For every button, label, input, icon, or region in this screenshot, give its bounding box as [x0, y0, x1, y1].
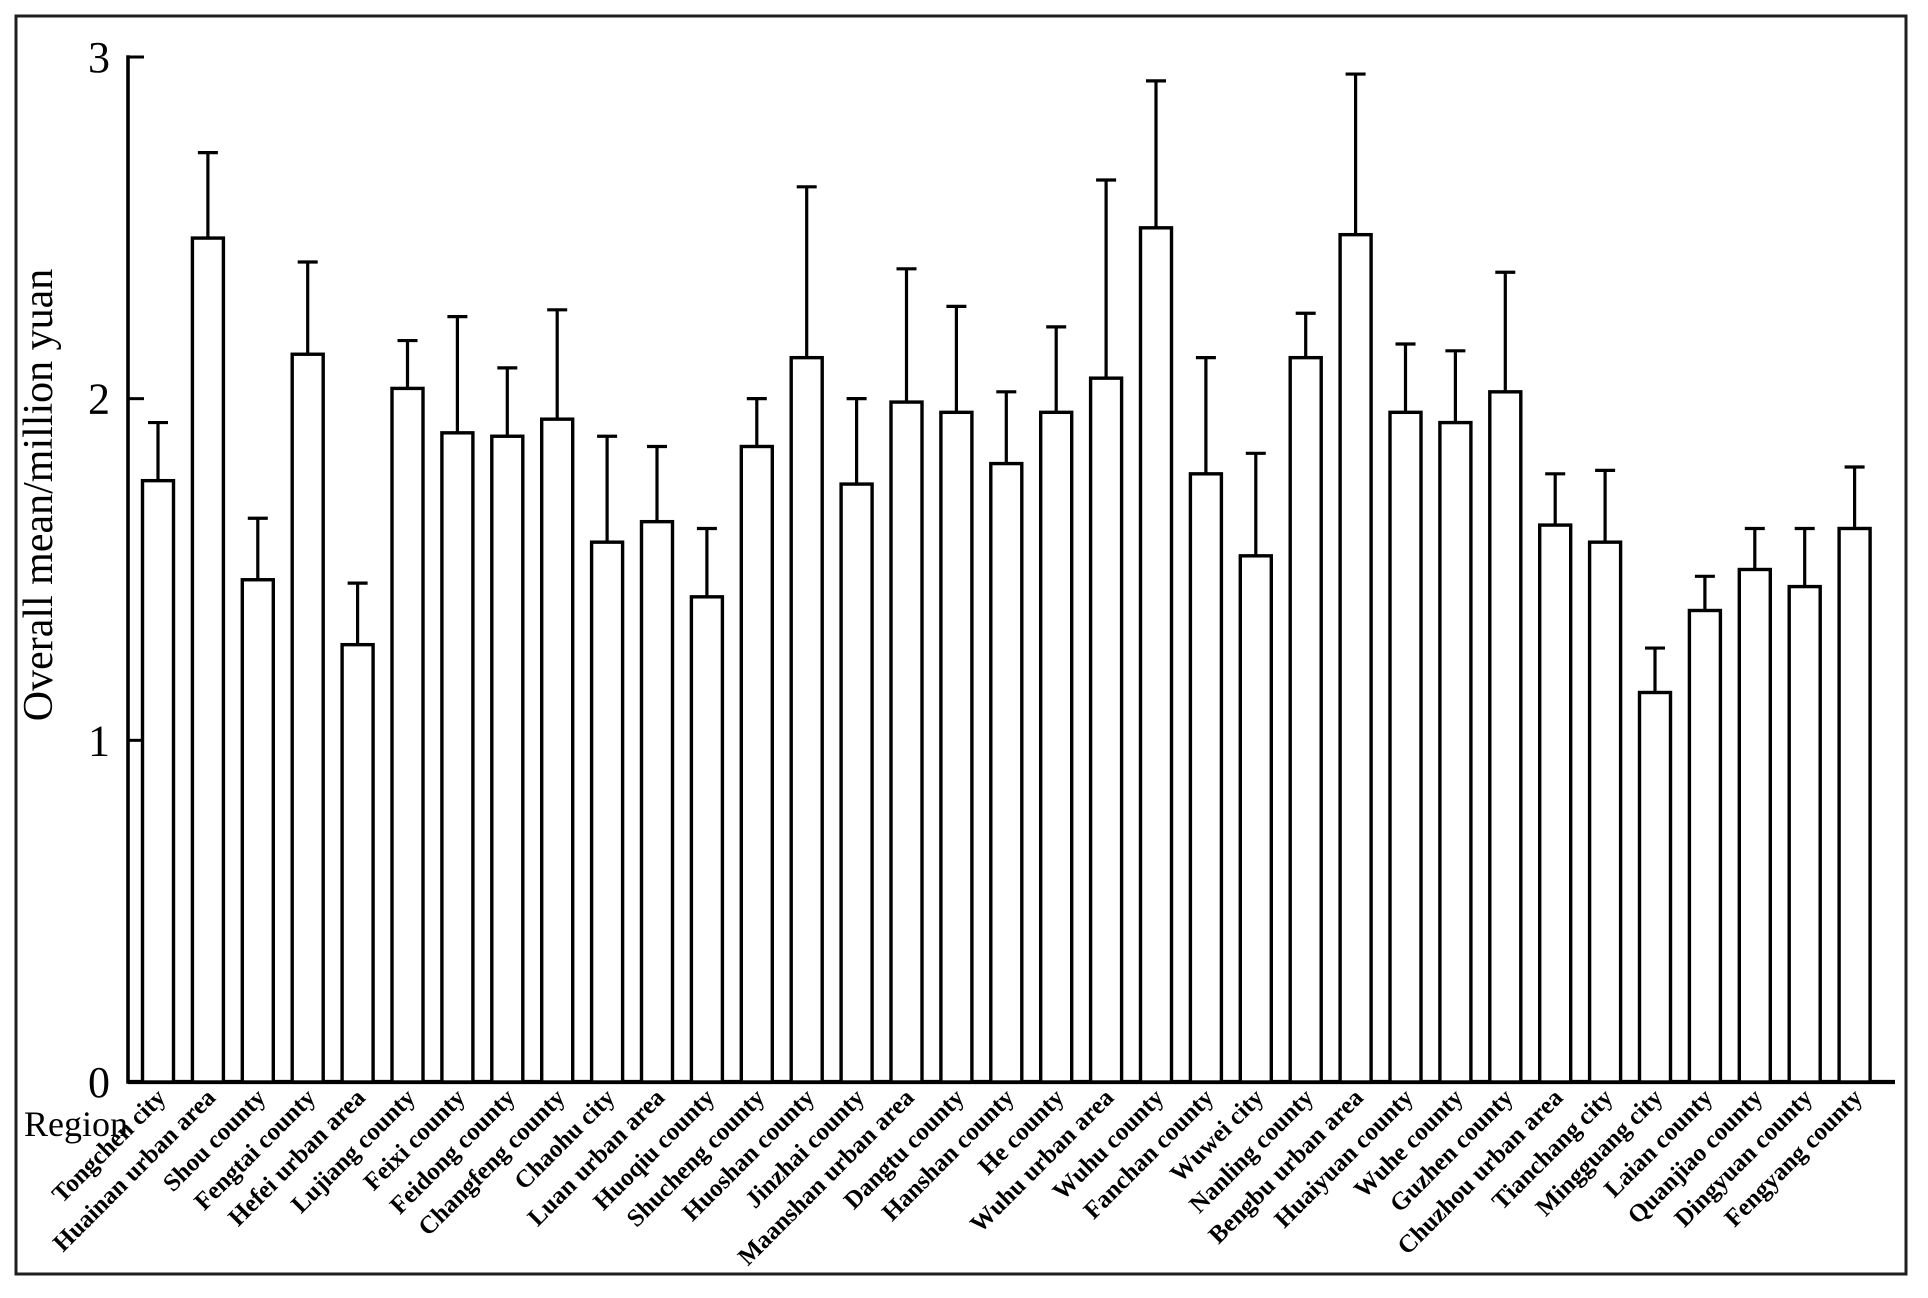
bar: [1038, 410, 1074, 1084]
bar: [1238, 554, 1274, 1084]
bar: [390, 386, 425, 1084]
bar: [1488, 390, 1523, 1084]
bar: [1388, 410, 1423, 1084]
bar: [889, 400, 924, 1084]
bar: [939, 410, 974, 1084]
bar: [340, 642, 375, 1084]
bar: [1787, 584, 1822, 1084]
bar: [1687, 608, 1723, 1084]
bar: [639, 519, 675, 1084]
bar: [789, 355, 824, 1084]
bar: [540, 417, 575, 1084]
bar: [1138, 226, 1174, 1084]
bar: [739, 444, 774, 1084]
y-tick-label: 1: [88, 716, 110, 765]
bar: [140, 478, 176, 1084]
bar: [290, 352, 325, 1084]
bar: [1088, 376, 1124, 1084]
chart-frame: [14, 14, 1908, 1276]
bar: [1288, 355, 1323, 1084]
bar: [589, 540, 625, 1084]
bar: [1837, 526, 1872, 1084]
bar: [190, 236, 226, 1084]
bar: [1338, 232, 1373, 1084]
bar: [440, 431, 475, 1084]
x-axis-title: Region: [24, 1104, 128, 1144]
y-tick-label: 0: [88, 1058, 110, 1107]
bar: [1637, 690, 1673, 1084]
bar: [1188, 472, 1224, 1084]
bar: [1587, 540, 1623, 1084]
y-tick-label: 3: [88, 33, 110, 82]
bar: [989, 461, 1024, 1084]
bar: [689, 595, 725, 1084]
bar: [240, 578, 276, 1084]
bar: [490, 434, 525, 1084]
y-tick-label: 2: [88, 375, 110, 424]
bar: [1537, 523, 1573, 1084]
bar: [839, 482, 874, 1084]
bar: [1438, 420, 1473, 1084]
y-axis-title: Overall mean/million yuan: [16, 269, 62, 722]
bar: [1737, 567, 1773, 1084]
